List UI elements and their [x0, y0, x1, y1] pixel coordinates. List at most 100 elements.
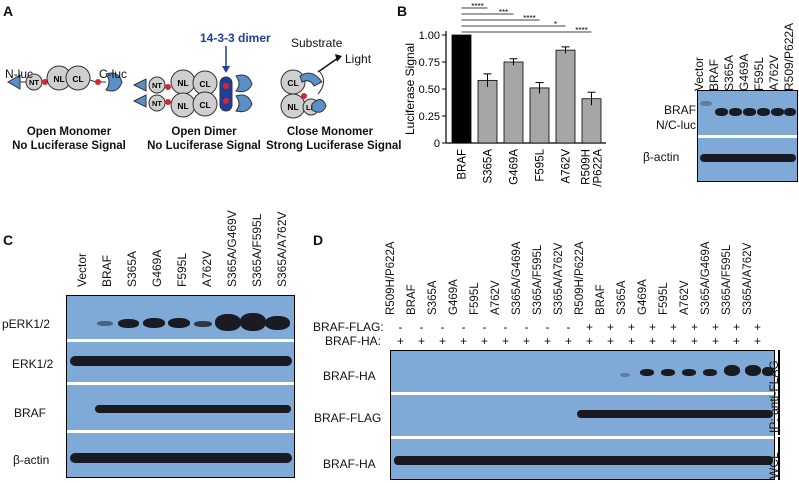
bar [555, 49, 576, 144]
sign: + [522, 334, 530, 348]
x-tick-label: A762V [561, 149, 573, 184]
lane-label: S365A/G469A [511, 241, 523, 315]
significance-mark: * [554, 20, 557, 29]
blot-d-row-label: BRAF-FLAG [314, 411, 382, 425]
c-luc-label: C-luc [99, 67, 128, 81]
lane-label: R509H/P622A [385, 241, 397, 315]
lane-label: F595L [175, 252, 189, 287]
lane-label: A762V [767, 54, 781, 91]
ip-label: IP: anti-FLAG [767, 360, 781, 433]
sign: + [627, 320, 635, 334]
ha-label: BRAF-HA: [325, 334, 382, 348]
lane-label: S365A [427, 280, 439, 315]
blot-d-membrane [390, 350, 775, 480]
lane-label: S365A [125, 250, 139, 287]
state-subtitle: No Luciferase Signal [147, 140, 261, 152]
blot-c-row-label: β-actin [13, 453, 50, 467]
blot-d-row-label: BRAF-HA [323, 369, 376, 383]
dimer-label: 14-3-3 dimer [200, 31, 271, 45]
blot-c-row-label: pERK1/2 [2, 317, 51, 331]
x-tick-label: S365A [483, 149, 495, 184]
lane-label: R509/P622A [782, 22, 796, 91]
sign: + [648, 320, 656, 334]
state-title: Open Monomer [26, 126, 112, 138]
bar [581, 98, 602, 144]
svg-text:NT: NT [152, 99, 162, 108]
lane-label: G469A [737, 53, 751, 91]
lane-label: S365A/A762V [275, 211, 289, 287]
sign: - [440, 320, 445, 334]
lane-label: A762V [679, 280, 691, 315]
sign: + [501, 334, 509, 348]
sign: + [585, 320, 593, 334]
sign: + [606, 334, 614, 348]
wcl-bracket [778, 437, 780, 480]
lane-label: R509H/P622A [574, 241, 586, 315]
blot-d-row-label: BRAF-HA [323, 457, 376, 471]
lane-label: F595L [658, 282, 670, 315]
sign: + [732, 320, 740, 334]
sign: - [461, 320, 466, 334]
lane-label: S365A/A762V [553, 242, 565, 315]
n-luc-label: N-luc [5, 67, 34, 81]
lane-label: G469A [150, 249, 164, 287]
y-tick-label: 1.00 [419, 30, 440, 42]
svg-text:CL: CL [72, 74, 83, 84]
sign: + [690, 320, 698, 334]
blot-b-lane-labels: Vector BRAF S365A G469A F595L A762V R509… [690, 0, 799, 92]
sign: + [732, 334, 740, 348]
state-open-monomer: Open Monomer No Luciferase Signal [5, 125, 133, 153]
sign: + [438, 334, 446, 348]
lane-label: S365A [616, 280, 628, 315]
lane-label: S365A/G469V [225, 210, 239, 287]
sign: + [417, 334, 425, 348]
bar [451, 34, 472, 144]
light-label: Light [345, 52, 372, 66]
bar [503, 61, 524, 144]
lane-label: S365A [722, 54, 736, 91]
blot-c-row-label: ERK1/2 [12, 357, 54, 371]
sign: + [396, 334, 404, 348]
sign: - [398, 320, 403, 334]
blot-b-row-label-actin: β-actin [643, 150, 680, 164]
sign: + [753, 320, 761, 334]
state-close-monomer: Close Monomer Strong Luciferase Signal [266, 125, 401, 153]
significance-mark: **** [523, 14, 535, 23]
svg-text:CL: CL [287, 78, 298, 88]
panel-c-letter: C [3, 232, 14, 248]
blot-c-membrane [66, 295, 295, 478]
bar [529, 87, 550, 144]
x-tick-label: R509H/P622A [581, 149, 605, 187]
lane-label: F595L [752, 56, 766, 91]
flag-sign-row: - - - - - - - - - + + + + + + + + + [390, 320, 780, 334]
sign: + [711, 334, 719, 348]
x-tick-label: F595L [535, 148, 547, 181]
sign: + [648, 334, 656, 348]
sign: + [669, 320, 677, 334]
lane-label: A762V [200, 250, 214, 287]
open-dimer-diagram: NT NT NL NL CL CL [132, 46, 253, 118]
state-title: Close Monomer [286, 126, 374, 138]
lane-label: BRAF [595, 284, 607, 315]
lane-label: BRAF [707, 58, 721, 91]
svg-text:NL: NL [53, 74, 64, 84]
lane-label: S365A/A762V [742, 242, 754, 315]
lane-label: BRAF [100, 254, 114, 287]
lane-label: S365A/F595L [250, 213, 264, 287]
lane-label: S365A/G469A [700, 241, 712, 315]
panel-d-letter: D [313, 232, 324, 248]
sign: + [627, 334, 635, 348]
y-tick-label: 0.75 [419, 57, 440, 69]
y-tick-label: 0.25 [419, 111, 440, 123]
sign: + [606, 320, 614, 334]
close-monomer-diagram: CL NL LN [280, 54, 342, 119]
sign: - [482, 320, 487, 334]
sign: - [503, 320, 508, 334]
state-title: Open Dimer [171, 126, 237, 138]
lane-label: G469A [637, 279, 649, 315]
svg-text:CL: CL [199, 79, 210, 89]
sign: - [419, 320, 424, 334]
lane-label: Vector [692, 56, 706, 91]
panel-a-schematic: NT NL CL NT NT NL NL CL CL [7, 46, 342, 119]
